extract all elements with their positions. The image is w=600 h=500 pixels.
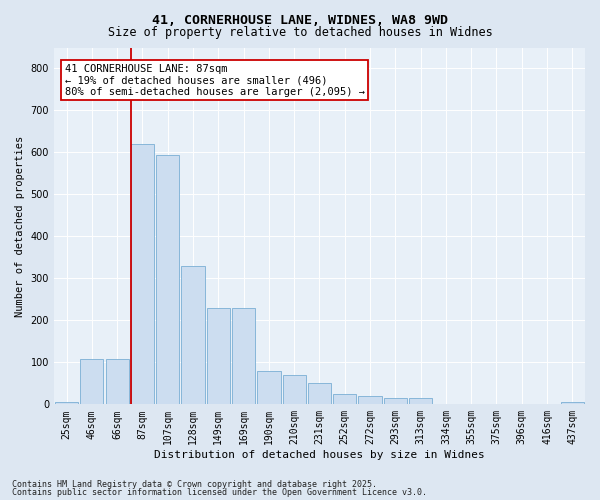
Bar — [409, 398, 432, 404]
Text: 41 CORNERHOUSE LANE: 87sqm
← 19% of detached houses are smaller (496)
80% of sem: 41 CORNERHOUSE LANE: 87sqm ← 19% of deta… — [65, 64, 365, 97]
Bar — [561, 402, 584, 404]
Bar — [181, 266, 205, 404]
Y-axis label: Number of detached properties: Number of detached properties — [15, 136, 25, 316]
Bar — [257, 370, 281, 404]
Bar — [106, 360, 129, 405]
Bar — [308, 384, 331, 404]
Bar — [283, 375, 306, 404]
Text: Contains public sector information licensed under the Open Government Licence v3: Contains public sector information licen… — [12, 488, 427, 497]
Bar — [206, 308, 230, 404]
Bar — [131, 144, 154, 405]
Bar — [333, 394, 356, 404]
Bar — [156, 154, 179, 404]
Bar — [358, 396, 382, 404]
Bar — [55, 402, 78, 404]
Bar — [232, 308, 255, 404]
X-axis label: Distribution of detached houses by size in Widnes: Distribution of detached houses by size … — [154, 450, 485, 460]
Text: 41, CORNERHOUSE LANE, WIDNES, WA8 9WD: 41, CORNERHOUSE LANE, WIDNES, WA8 9WD — [152, 14, 448, 27]
Text: Contains HM Land Registry data © Crown copyright and database right 2025.: Contains HM Land Registry data © Crown c… — [12, 480, 377, 489]
Text: Size of property relative to detached houses in Widnes: Size of property relative to detached ho… — [107, 26, 493, 39]
Bar — [383, 398, 407, 404]
Bar — [80, 360, 103, 405]
